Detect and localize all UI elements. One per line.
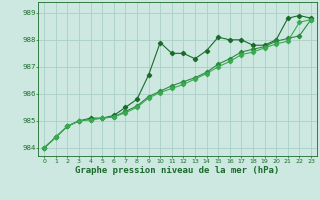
X-axis label: Graphe pression niveau de la mer (hPa): Graphe pression niveau de la mer (hPa) <box>76 166 280 175</box>
